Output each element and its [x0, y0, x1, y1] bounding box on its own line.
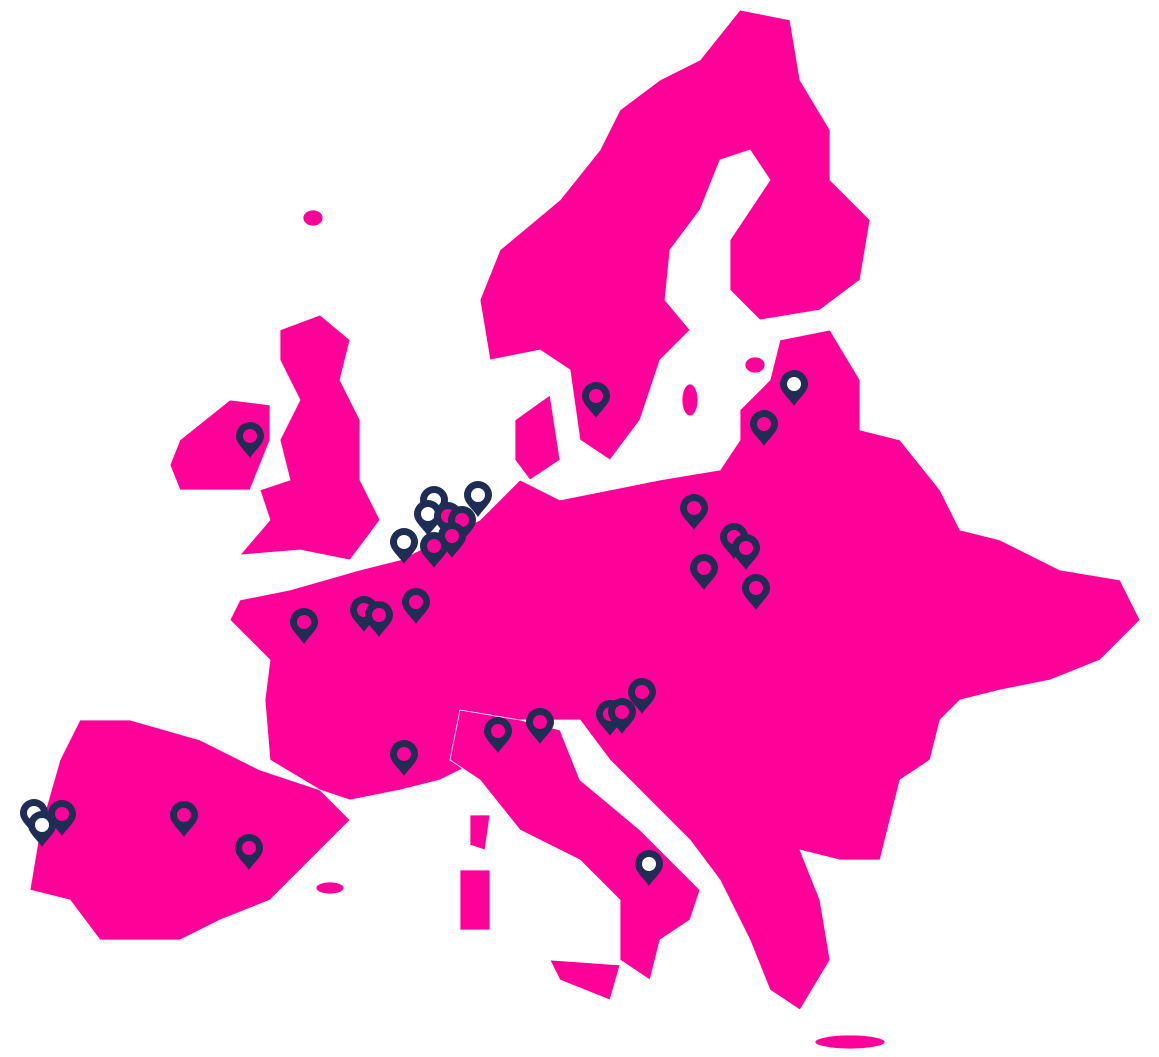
denmark	[514, 394, 561, 481]
map-pin-icon[interactable]	[48, 800, 76, 836]
map-pin-icon[interactable]	[526, 708, 554, 744]
map-pin-icon[interactable]	[365, 601, 393, 637]
scandinavia	[479, 9, 871, 461]
pin-center	[642, 857, 656, 871]
pin-center	[397, 747, 411, 761]
map-pin-icon[interactable]	[235, 834, 263, 870]
pin-center	[242, 841, 256, 855]
map-pin-icon[interactable]	[742, 574, 770, 610]
pin-center	[445, 529, 459, 543]
gotland	[681, 383, 699, 417]
corsica	[469, 814, 491, 851]
map-pin-icon[interactable]	[628, 678, 656, 714]
map-pin-icon[interactable]	[290, 608, 318, 644]
pin-layer	[20, 370, 808, 886]
pin-center	[533, 715, 547, 729]
iceland-rock	[302, 209, 324, 227]
pin-center	[35, 818, 49, 832]
map-pin-icon[interactable]	[750, 410, 778, 446]
map-pin-icon[interactable]	[420, 532, 448, 568]
map-pin-icon[interactable]	[464, 481, 492, 517]
map-pin-icon[interactable]	[732, 534, 760, 570]
map-pin-icon[interactable]	[390, 528, 418, 564]
map-pin-icon[interactable]	[170, 801, 198, 837]
map-pin-icon[interactable]	[28, 811, 56, 847]
sardinia	[459, 869, 491, 931]
map-pin-icon[interactable]	[690, 554, 718, 590]
landmass	[29, 9, 1141, 1050]
map-pin-icon[interactable]	[680, 494, 708, 530]
ireland	[169, 399, 271, 491]
pin-center	[243, 429, 257, 443]
great-britain	[239, 314, 381, 561]
map-pin-icon[interactable]	[484, 717, 512, 753]
pin-center	[757, 417, 771, 431]
pin-center	[372, 608, 386, 622]
map-pin-icon[interactable]	[582, 382, 610, 418]
estonia-islands	[744, 356, 766, 374]
map-pin-icon[interactable]	[390, 740, 418, 776]
italy	[449, 709, 701, 981]
iberia	[29, 719, 351, 941]
map-pin-icon[interactable]	[780, 370, 808, 406]
pin-center	[697, 561, 711, 575]
pin-center	[409, 595, 423, 609]
pin-center	[55, 807, 69, 821]
map-pin-icon[interactable]	[236, 422, 264, 458]
pin-center	[471, 488, 485, 502]
crete	[814, 1034, 886, 1050]
pin-center	[749, 581, 763, 595]
continental-europe	[229, 329, 1141, 1011]
pin-center	[687, 501, 701, 515]
map-pin-icon[interactable]	[402, 588, 430, 624]
map-pin-icon[interactable]	[414, 500, 442, 536]
pin-center	[491, 724, 505, 738]
map-pin-icon[interactable]	[608, 698, 636, 734]
pin-center	[589, 389, 603, 403]
pin-center	[455, 513, 469, 527]
pin-center	[739, 541, 753, 555]
pin-center	[427, 539, 441, 553]
pin-center	[177, 808, 191, 822]
pin-center	[787, 377, 801, 391]
map-pin-icon[interactable]	[635, 850, 663, 886]
pin-center	[421, 507, 435, 521]
sicily	[549, 959, 621, 1001]
pin-center	[297, 615, 311, 629]
pin-center	[615, 705, 629, 719]
pin-center	[635, 685, 649, 699]
pin-center	[397, 535, 411, 549]
balearic-islands	[315, 881, 345, 895]
